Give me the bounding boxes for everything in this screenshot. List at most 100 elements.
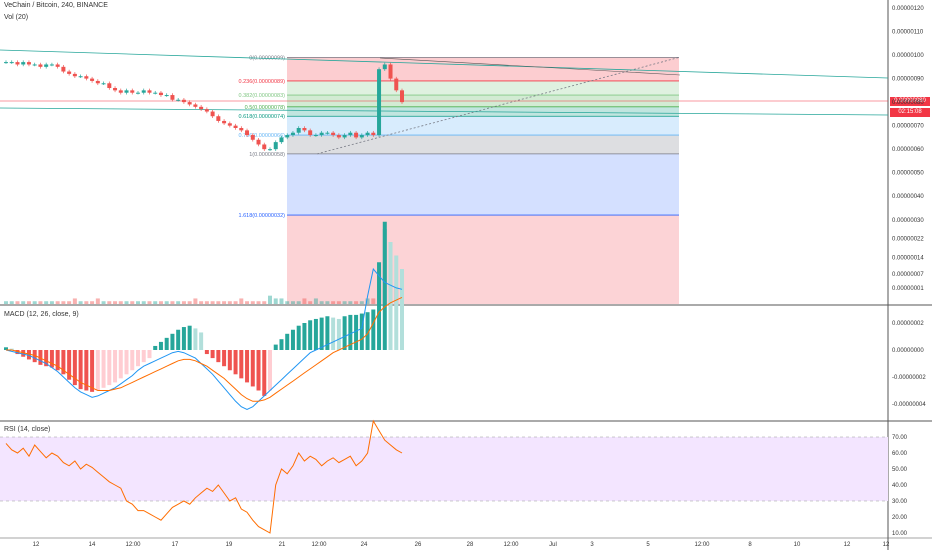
volume-bar	[187, 301, 192, 304]
candle	[90, 78, 95, 81]
current-price-tag: 0.00000080	[890, 97, 930, 106]
time-tick-label: 28	[467, 542, 474, 548]
volume-bar	[15, 301, 20, 304]
price-tick-label: 0.00000060	[892, 147, 924, 153]
candle	[371, 132, 376, 136]
candle	[9, 62, 14, 64]
macd-histogram-bar	[354, 314, 359, 350]
macd-histogram-bar	[170, 333, 175, 350]
macd-histogram-bar	[382, 221, 387, 350]
candle	[216, 116, 221, 121]
macd-histogram-bar	[78, 350, 83, 390]
candle	[61, 66, 66, 72]
macd-histogram-bar	[348, 314, 353, 350]
candle	[394, 78, 399, 91]
time-tick-label: 19	[226, 542, 233, 548]
volume-bar	[210, 301, 215, 304]
candle	[84, 76, 89, 79]
candle	[302, 128, 307, 131]
macd-histogram-bar	[101, 350, 106, 388]
candle	[130, 90, 135, 93]
time-tick-label: 5	[646, 542, 650, 548]
candle	[319, 132, 324, 136]
macd-histogram-bar	[49, 350, 54, 368]
time-tick-label: 21	[279, 542, 286, 548]
rsi-tick-label: 20.00	[892, 515, 908, 521]
candle	[245, 130, 250, 136]
macd-histogram-bar	[279, 339, 284, 350]
candle	[164, 95, 169, 97]
macd-histogram-bar	[273, 344, 278, 350]
price-tick-label: 0.00000080	[892, 100, 924, 106]
time-tick-label: 12	[33, 542, 40, 548]
candle	[222, 120, 227, 124]
fib-level-label: 0.236(0.00000089)	[239, 79, 286, 85]
candle	[187, 102, 192, 105]
time-tick-label: 26	[415, 542, 422, 548]
volume-bar	[107, 301, 112, 304]
volume-bar	[245, 301, 250, 304]
volume-bar	[331, 301, 336, 304]
candle	[325, 132, 330, 134]
macd-histogram-bar	[302, 323, 307, 350]
candle	[308, 130, 313, 136]
volume-bar	[78, 301, 83, 304]
candle	[331, 132, 336, 136]
volume-bar	[147, 301, 152, 304]
macd-histogram-bar	[130, 350, 135, 371]
macd-histogram-bar	[164, 337, 169, 350]
macd-histogram-bar	[176, 329, 181, 350]
time-tick-label: 12	[883, 542, 890, 548]
macd-histogram-bar	[26, 350, 31, 360]
volume-bar	[130, 301, 135, 304]
candle	[296, 128, 301, 133]
macd-histogram-bar	[331, 317, 336, 350]
volume-bar	[181, 301, 186, 304]
macd-histogram-bar	[250, 350, 255, 387]
candle	[193, 104, 198, 107]
macd-histogram-bar	[262, 350, 267, 396]
fib-level-label: 0.618(0.00000074)	[239, 114, 286, 120]
macd-histogram-bar	[313, 318, 318, 350]
candle	[268, 149, 272, 151]
rsi-tick-label: 10.00	[892, 531, 908, 537]
fib-zone	[287, 116, 679, 136]
price-tick-label: 0.00000022	[892, 237, 924, 243]
price-tick-label: 0.00000090	[892, 77, 924, 83]
candle	[336, 135, 341, 138]
candle	[342, 135, 347, 138]
macd-histogram-bar	[15, 350, 20, 355]
volume-bar	[313, 298, 318, 304]
volume-bar	[153, 301, 158, 304]
candle	[107, 83, 112, 88]
volume-bar	[256, 301, 261, 304]
rsi-tick-label: 40.00	[892, 483, 908, 489]
macd-tick-label: -0.00000002	[892, 375, 926, 381]
macd-histogram-bar	[107, 350, 112, 386]
price-tick-label: 0.00000050	[892, 171, 924, 177]
time-tick-label: 14	[89, 542, 96, 548]
volume-bar	[227, 301, 232, 304]
volume-bar	[302, 298, 307, 304]
macd-tick-label: -0.00000004	[892, 402, 926, 408]
macd-histogram-bar	[325, 316, 330, 350]
candle	[250, 135, 255, 140]
fib-level-label: 1(0.00000058)	[249, 152, 285, 158]
price-tick-label: 0.00000014	[892, 255, 924, 261]
volume-bar	[348, 301, 353, 304]
volume-bar	[319, 301, 324, 304]
rsi-line	[5, 419, 403, 534]
rsi-tick-label: 50.00	[892, 467, 908, 473]
macd-histogram-bar	[90, 350, 95, 392]
candle	[210, 111, 215, 117]
candle	[26, 62, 31, 65]
candle	[199, 106, 204, 110]
fib-level-label: 1.618(0.00000032)	[239, 213, 286, 219]
volume-bar	[296, 301, 301, 304]
price-tick-label: 0.00000110	[892, 30, 924, 36]
candle	[400, 90, 404, 103]
macd-histogram-bar	[319, 317, 324, 350]
volume-bar	[9, 301, 14, 304]
